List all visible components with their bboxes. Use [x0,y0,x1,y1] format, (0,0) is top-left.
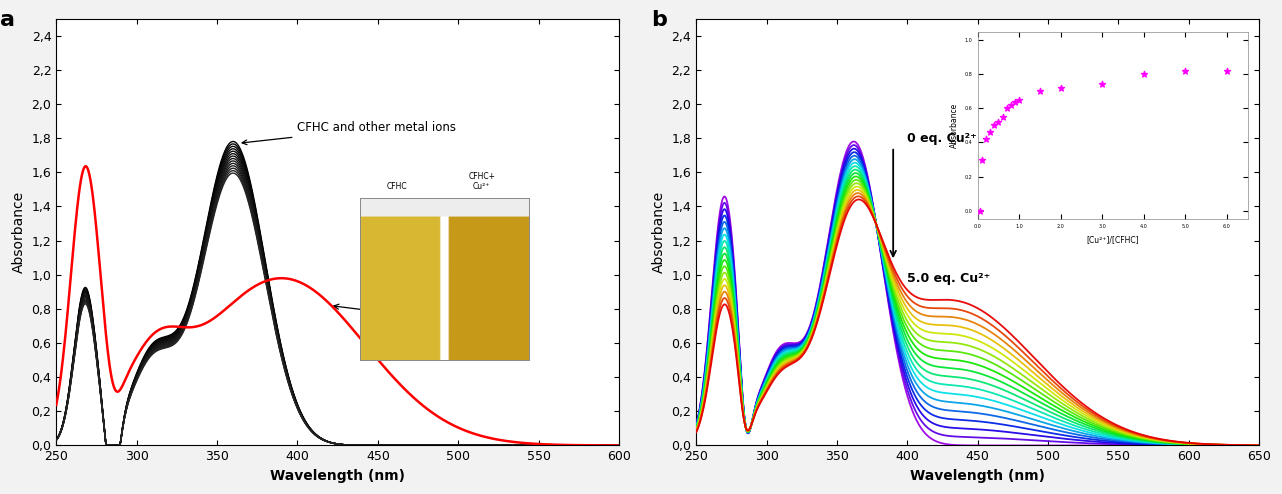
Text: b: b [651,10,667,30]
Text: a: a [0,10,15,30]
Text: CFHC and other metal ions: CFHC and other metal ions [242,122,456,145]
Text: Cu²⁺: Cu²⁺ [333,304,397,319]
Text: 0 eq. Cu²⁺: 0 eq. Cu²⁺ [908,132,977,145]
X-axis label: Wavelength (nm): Wavelength (nm) [910,469,1045,483]
Y-axis label: Absorbance: Absorbance [12,191,26,273]
Y-axis label: Absorbance: Absorbance [651,191,665,273]
Text: 5.0 eq. Cu²⁺: 5.0 eq. Cu²⁺ [908,272,991,285]
X-axis label: Wavelength (nm): Wavelength (nm) [271,469,405,483]
